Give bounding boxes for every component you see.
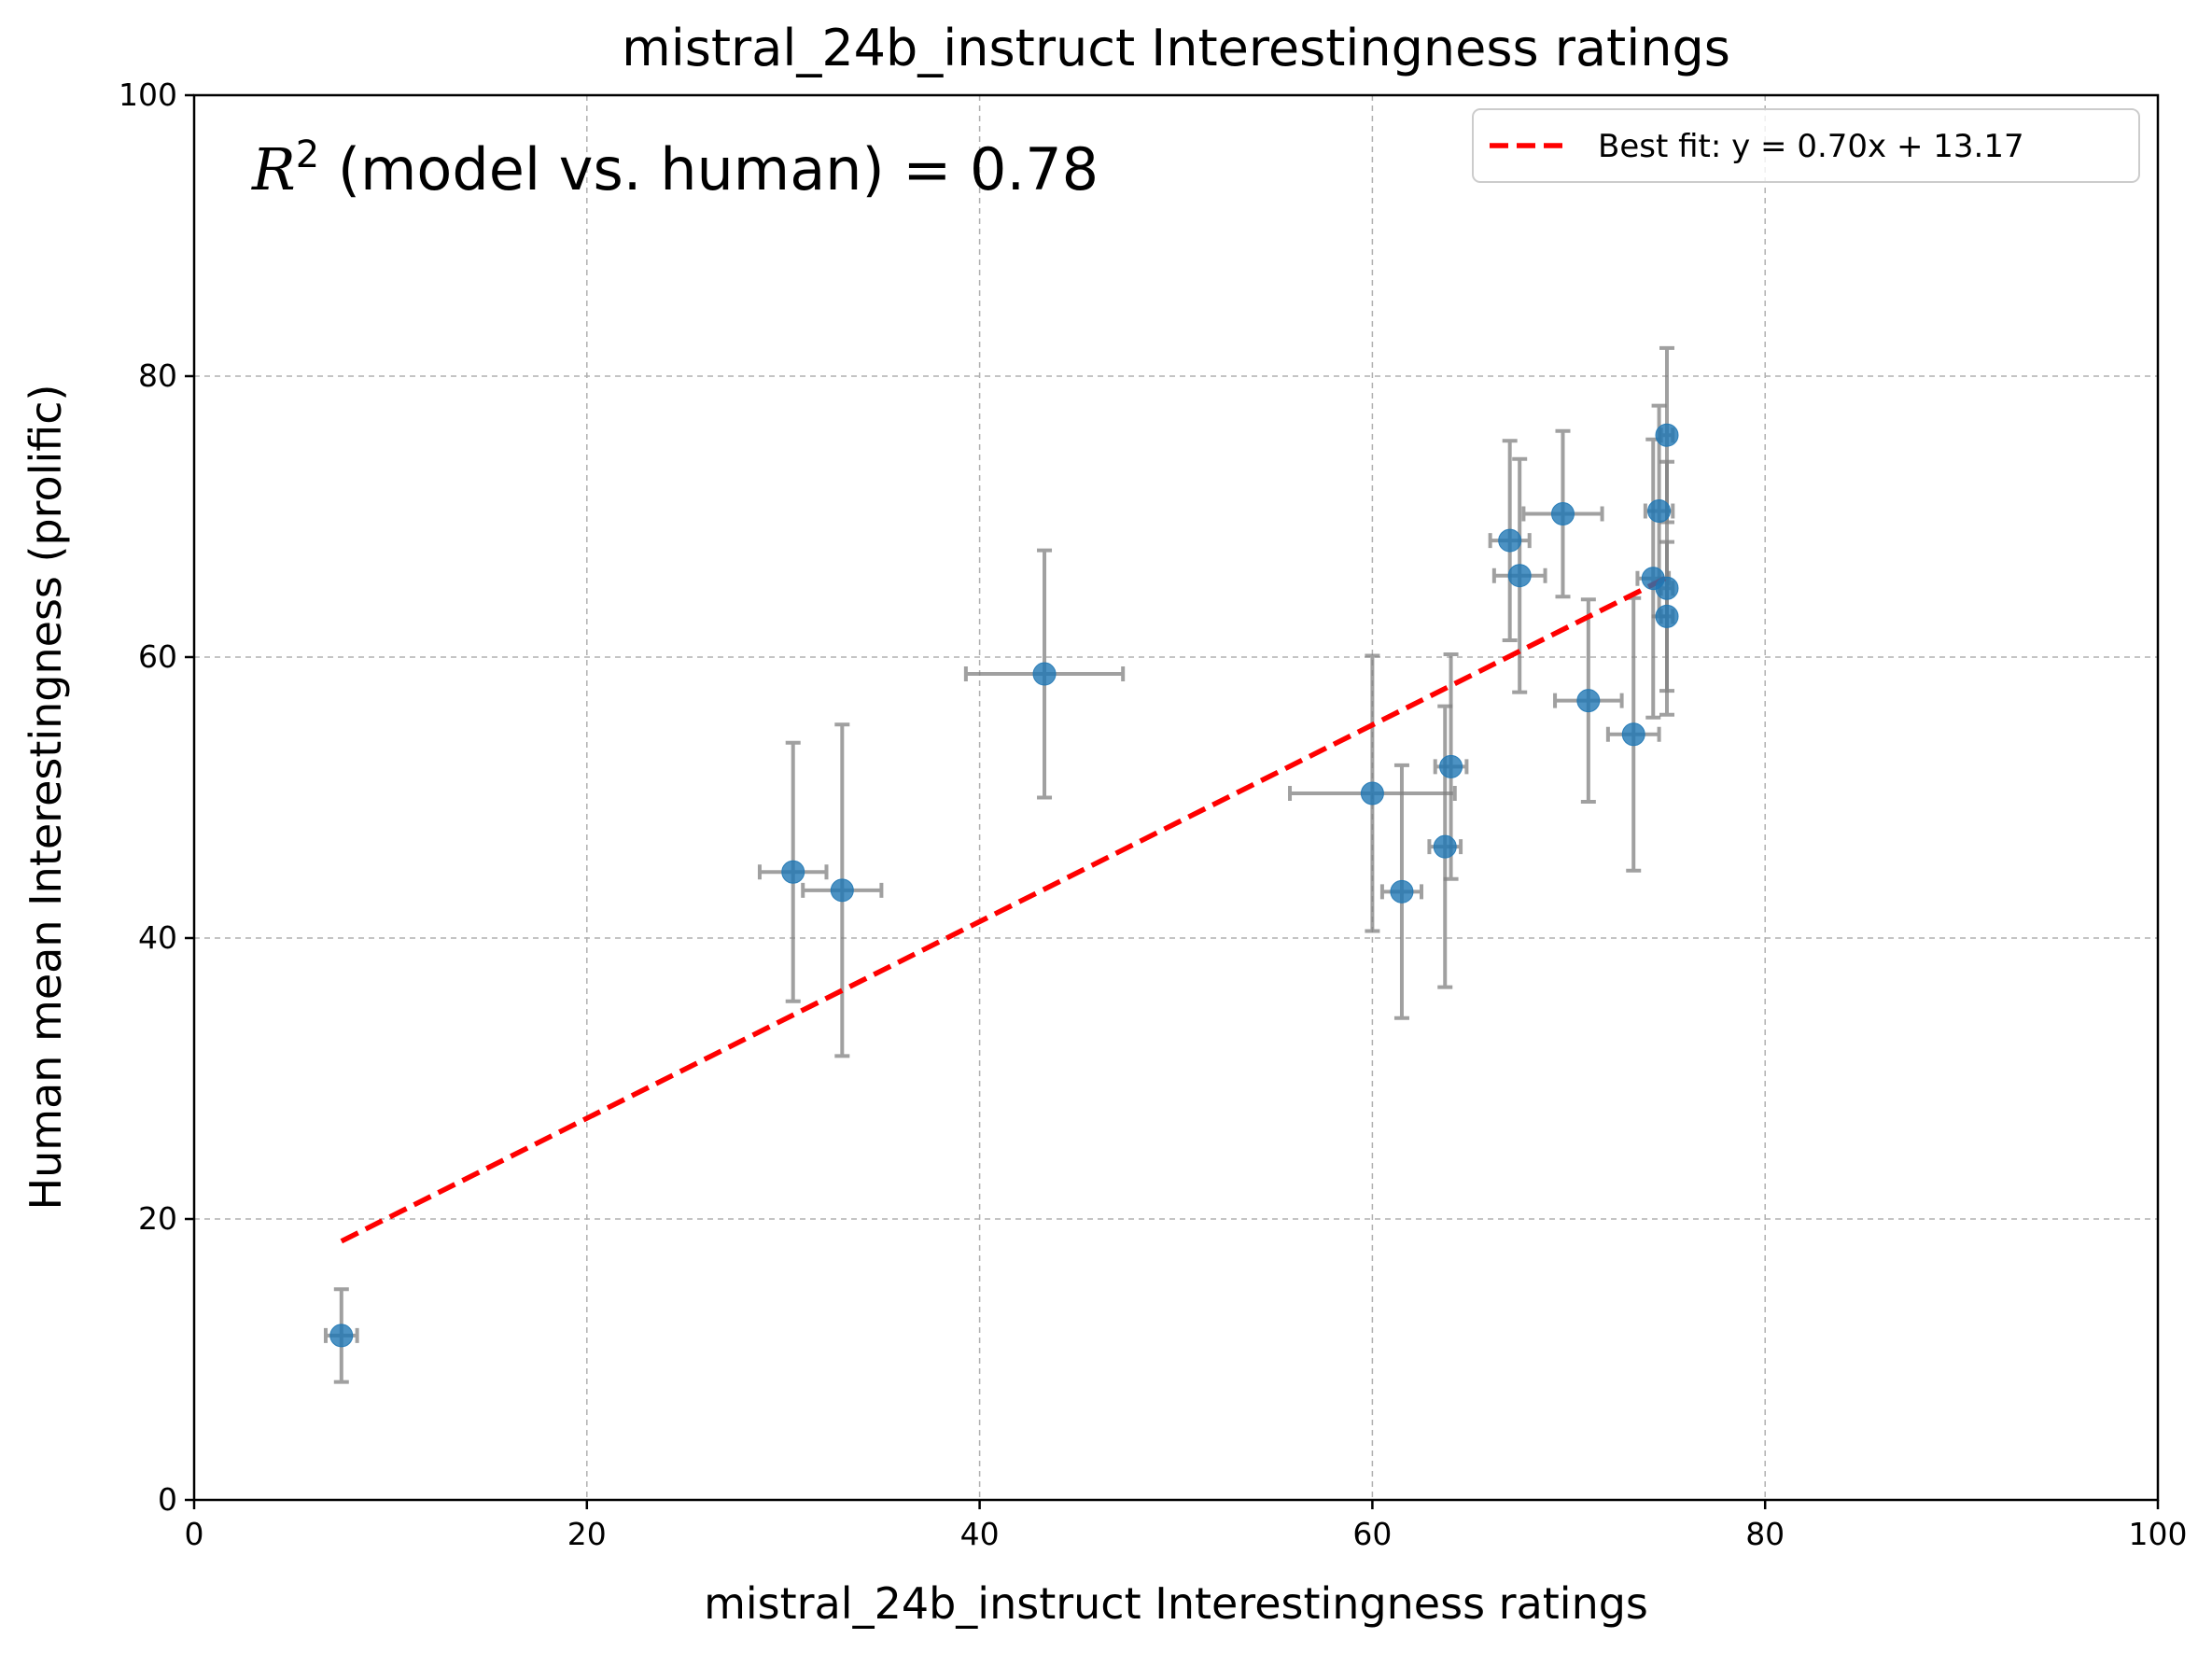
data-point bbox=[781, 860, 805, 884]
legend-box bbox=[1472, 108, 2140, 183]
data-point bbox=[1576, 689, 1601, 713]
data-point bbox=[1390, 879, 1414, 904]
data-point bbox=[1655, 576, 1679, 600]
r2-text: (model vs. human) = 0.78 bbox=[319, 135, 1099, 203]
x-tick-label: 80 bbox=[1745, 1516, 1785, 1552]
y-tick-label: 100 bbox=[119, 77, 177, 113]
x-tick-label: 40 bbox=[960, 1516, 1000, 1552]
r2-annotation: R2 (model vs. human) = 0.78 bbox=[251, 133, 1099, 203]
y-tick-label: 80 bbox=[138, 357, 177, 394]
y-tick-label: 60 bbox=[138, 638, 177, 675]
chart-title: mistral_24b_instruct Interestingness rat… bbox=[622, 19, 1730, 77]
data-point bbox=[1433, 834, 1457, 859]
data-point bbox=[1032, 662, 1057, 686]
grid-layer bbox=[194, 95, 2158, 1500]
data-point bbox=[830, 878, 854, 903]
y-tick-label: 40 bbox=[138, 919, 177, 956]
best-fit-line bbox=[340, 575, 1669, 1244]
x-tick-label: 60 bbox=[1352, 1516, 1392, 1552]
data-point bbox=[1439, 754, 1463, 778]
r2-symbol: R bbox=[251, 135, 296, 203]
x-tick-label: 20 bbox=[567, 1516, 607, 1552]
data-point bbox=[1498, 528, 1522, 553]
data-point bbox=[1360, 781, 1384, 805]
data-point bbox=[1655, 604, 1679, 628]
x-tick-label: 0 bbox=[185, 1516, 204, 1552]
data-layer bbox=[323, 345, 1679, 1384]
data-point bbox=[1655, 423, 1679, 447]
legend-fit-label: Best fit: y = 0.70x + 13.17 bbox=[1598, 128, 2024, 165]
y-tick-label: 0 bbox=[158, 1481, 177, 1518]
tick-layer: 0 20 40 60 80 100 0 20 40 60 80 100 bbox=[119, 77, 2188, 1552]
x-axis-label: mistral_24b_instruct Interestingness rat… bbox=[704, 1578, 1648, 1629]
data-point bbox=[1550, 501, 1575, 525]
data-point bbox=[1507, 564, 1532, 588]
data-point bbox=[329, 1324, 354, 1348]
y-tick-label: 20 bbox=[138, 1200, 177, 1237]
y-axis-label: Human mean Interestingness (prolific) bbox=[21, 385, 71, 1211]
legend: Best fit: y = 0.70x + 13.17 bbox=[1472, 108, 2140, 183]
x-tick-label: 100 bbox=[2129, 1516, 2188, 1552]
data-point bbox=[1621, 722, 1645, 747]
r2-exponent: 2 bbox=[296, 133, 319, 176]
plot-frame bbox=[192, 93, 2160, 1502]
data-point bbox=[1647, 498, 1672, 523]
